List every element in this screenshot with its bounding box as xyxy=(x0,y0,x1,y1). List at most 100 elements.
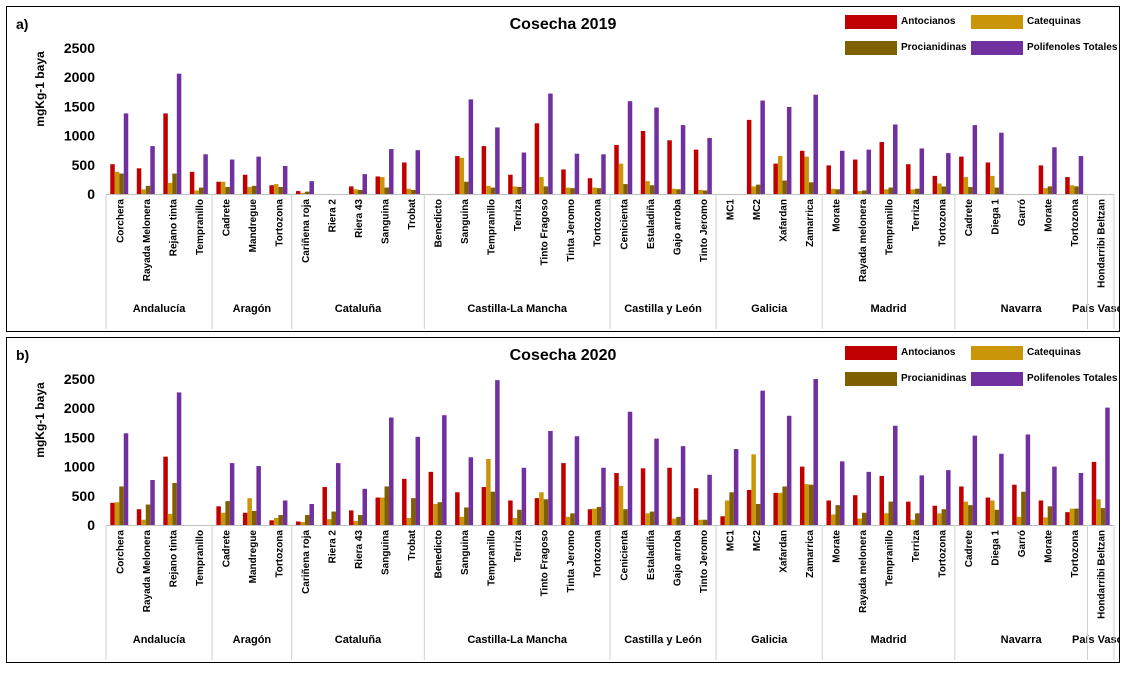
bar xyxy=(910,519,916,525)
bar xyxy=(972,125,978,194)
bar xyxy=(459,157,465,194)
y-tick-label: 2500 xyxy=(64,371,95,387)
bar xyxy=(362,174,367,194)
bar xyxy=(1091,461,1097,525)
legend-label: Catequinas xyxy=(1027,347,1081,358)
y-tick-label: 500 xyxy=(72,488,96,504)
bar xyxy=(782,486,787,525)
bar xyxy=(786,415,792,525)
legend-label: Antocianos xyxy=(901,16,956,27)
x-tick-label: Cadrete xyxy=(221,199,232,237)
bar xyxy=(468,457,474,525)
region-label: Cataluña xyxy=(335,634,382,646)
bar xyxy=(919,475,925,525)
bar xyxy=(702,190,708,194)
x-tick-label: Terriza xyxy=(911,530,922,562)
bar xyxy=(937,183,942,194)
bar xyxy=(406,517,412,525)
bar xyxy=(136,168,142,194)
bar xyxy=(919,148,925,194)
x-tick-label: Rayada melonera xyxy=(858,530,869,613)
bar xyxy=(1065,512,1070,525)
legend-label: Polifenoles Totales xyxy=(1027,373,1118,384)
x-tick-label: Estaladiña xyxy=(646,199,657,249)
bar xyxy=(548,93,553,194)
chart-panel-2020: b) Cosecha 2020 mgKg-1 baya Antocianos C… xyxy=(6,337,1120,663)
bar xyxy=(455,156,460,194)
bar xyxy=(495,127,500,194)
bar xyxy=(428,471,434,525)
bar xyxy=(278,515,283,525)
bar xyxy=(963,177,969,194)
bar xyxy=(879,142,885,194)
bar xyxy=(1052,147,1057,194)
x-tick-label: Tortozona xyxy=(274,530,285,578)
bar xyxy=(937,513,942,525)
x-tick-label: Tinto Jeromo xyxy=(699,199,710,262)
bar xyxy=(539,492,544,525)
bar xyxy=(331,511,336,525)
x-tick-label: Tortozona xyxy=(593,199,604,247)
region-label: Cataluña xyxy=(335,303,382,315)
x-tick-label: Hondarribi Beltzan xyxy=(1097,199,1108,288)
bar xyxy=(888,187,894,194)
bar xyxy=(220,512,226,525)
bar xyxy=(654,107,659,194)
bar xyxy=(893,425,898,525)
bar xyxy=(866,471,871,525)
bar xyxy=(256,156,261,194)
x-tick-label: Rayada melonera xyxy=(858,199,869,282)
x-tick-label: Diega 1 xyxy=(991,199,1002,235)
bar xyxy=(358,515,363,525)
bar xyxy=(592,508,597,525)
y-tick-label: 0 xyxy=(87,186,95,202)
bar xyxy=(353,520,358,525)
bar xyxy=(242,174,248,194)
bar xyxy=(733,449,739,525)
bar xyxy=(751,454,756,525)
bar xyxy=(830,514,836,525)
bar xyxy=(570,188,575,194)
bar xyxy=(145,185,151,194)
x-tick-label: Tempranillo xyxy=(195,199,206,255)
bar xyxy=(512,517,518,525)
bar xyxy=(322,487,327,525)
x-tick-label: Cariñena roja xyxy=(301,530,312,594)
bar xyxy=(389,149,394,194)
bar xyxy=(189,171,195,194)
bar xyxy=(724,500,730,525)
bar xyxy=(543,186,549,194)
bar xyxy=(273,517,279,525)
bar xyxy=(614,144,619,194)
legend-label: Procianidinas xyxy=(901,42,967,53)
bar xyxy=(1074,508,1079,525)
bar xyxy=(968,505,973,525)
bar xyxy=(1021,491,1026,525)
bar xyxy=(517,509,522,525)
bar xyxy=(853,495,858,525)
bar xyxy=(442,415,447,525)
bar xyxy=(826,500,831,525)
x-tick-label: Tempranillo xyxy=(487,199,498,255)
y-tick-label: 2000 xyxy=(64,400,95,416)
x-tick-label: Cenicienta xyxy=(619,199,630,250)
x-tick-label: Corchera xyxy=(115,530,126,574)
region-label: País Vasco xyxy=(1072,303,1119,315)
bar xyxy=(411,498,416,525)
bar xyxy=(561,169,566,194)
bar xyxy=(601,154,606,194)
bar xyxy=(574,436,580,525)
x-tick-label: Sanguina xyxy=(381,199,392,244)
bar xyxy=(508,500,513,525)
bar xyxy=(349,510,354,525)
bar xyxy=(415,436,421,525)
x-tick-label: Garró xyxy=(1017,199,1028,226)
x-tick-label: Xafardan xyxy=(778,199,789,242)
legend-swatch xyxy=(845,346,897,360)
bar xyxy=(304,191,310,194)
bar xyxy=(309,181,314,194)
bar xyxy=(384,486,390,525)
bar xyxy=(362,488,367,525)
bar xyxy=(295,521,301,525)
bar xyxy=(349,186,354,194)
